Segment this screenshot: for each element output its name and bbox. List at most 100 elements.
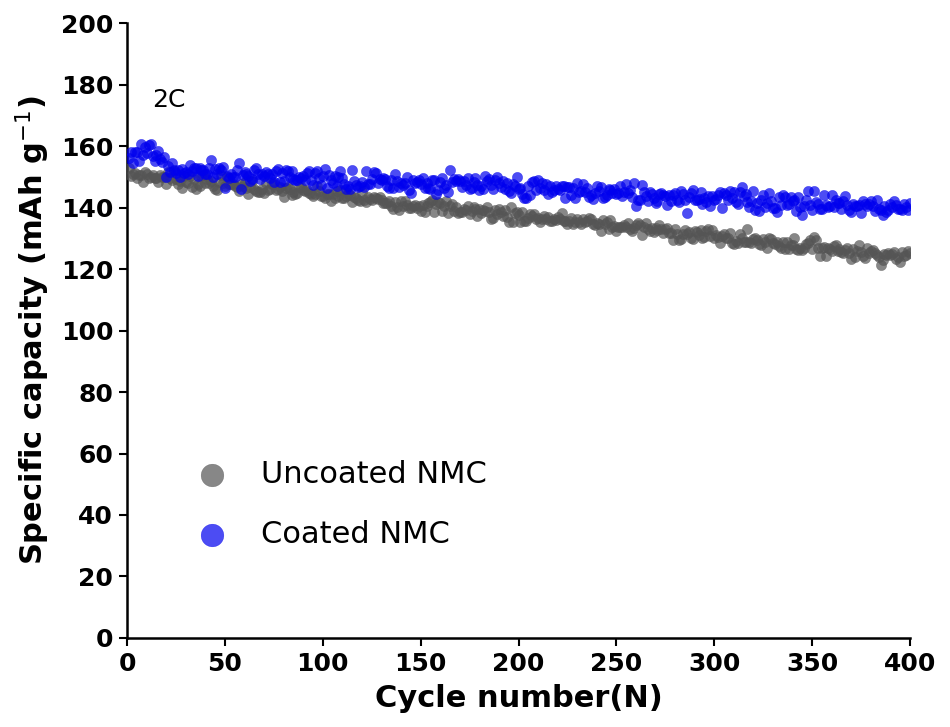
Uncoated NMC [656,228,671,239]
Coated NMC [196,164,211,176]
Uncoated NMC [364,194,379,206]
Uncoated NMC [517,215,532,227]
Uncoated NMC [746,233,761,245]
Coated NMC [499,177,514,189]
Uncoated NMC [421,197,436,209]
Coated NMC [731,198,746,209]
Coated NMC [818,199,833,211]
Uncoated NMC [334,193,350,204]
Uncoated NMC [519,215,534,227]
Coated NMC [339,183,354,195]
Uncoated NMC [563,212,579,224]
Coated NMC [374,174,390,185]
Uncoated NMC [376,198,391,209]
Coated NMC [354,176,370,188]
Uncoated NMC [635,229,650,241]
Coated NMC [310,165,325,177]
Uncoated NMC [428,198,444,209]
Coated NMC [133,138,148,150]
Uncoated NMC [694,233,710,244]
Coated NMC [683,188,698,199]
Coated NMC [425,174,440,185]
Coated NMC [502,185,517,197]
Coated NMC [278,164,294,176]
Coated NMC [654,188,669,199]
Uncoated NMC [626,222,641,233]
Coated NMC [668,188,683,199]
Uncoated NMC [153,169,168,181]
Uncoated NMC [871,252,886,263]
Coated NMC [881,204,896,215]
Coated NMC [897,198,912,209]
Uncoated NMC [867,247,883,259]
Coated NMC [358,165,373,177]
Uncoated NMC [489,208,504,220]
Coated NMC [329,180,344,191]
Coated NMC [262,172,277,184]
Legend: Uncoated NMC, Coated NMC: Uncoated NMC, Coated NMC [181,460,486,549]
Coated NMC [245,174,260,185]
Uncoated NMC [186,173,201,185]
Uncoated NMC [578,216,593,228]
Uncoated NMC [687,225,702,236]
Uncoated NMC [881,247,896,259]
Coated NMC [550,183,565,195]
Uncoated NMC [734,232,750,244]
Coated NMC [526,174,542,186]
Coated NMC [343,183,358,195]
Uncoated NMC [180,177,196,189]
Uncoated NMC [419,201,434,212]
Coated NMC [260,169,276,180]
Uncoated NMC [450,207,465,219]
Coated NMC [744,195,759,206]
Coated NMC [638,190,654,201]
Uncoated NMC [384,200,399,212]
Uncoated NMC [807,231,822,243]
Coated NMC [437,182,452,193]
Coated NMC [583,189,598,201]
Coated NMC [247,164,262,176]
Coated NMC [401,184,416,196]
Coated NMC [314,179,329,190]
Uncoated NMC [597,219,612,230]
Coated NMC [462,183,477,195]
Coated NMC [541,188,556,200]
Coated NMC [297,174,313,186]
Coated NMC [135,149,150,161]
Uncoated NMC [368,193,383,204]
Uncoated NMC [210,184,225,196]
Coated NMC [517,193,532,204]
Coated NMC [840,199,855,211]
Uncoated NMC [744,237,759,249]
Uncoated NMC [329,185,344,196]
Coated NMC [145,150,161,162]
Uncoated NMC [467,203,483,214]
Coated NMC [888,199,903,211]
Uncoated NMC [205,180,220,191]
Coated NMC [312,172,327,184]
Coated NMC [258,166,274,177]
Uncoated NMC [258,177,274,189]
Coated NMC [360,178,375,190]
Uncoated NMC [842,246,857,258]
Coated NMC [605,187,620,198]
Coated NMC [268,165,283,177]
Coated NMC [478,169,493,181]
Coated NMC [539,178,554,190]
Uncoated NMC [703,230,718,241]
Uncoated NMC [528,213,543,225]
Uncoated NMC [650,225,665,236]
Coated NMC [603,185,618,196]
Coated NMC [581,191,597,203]
Uncoated NMC [245,175,260,187]
Coated NMC [810,198,826,210]
Uncoated NMC [360,191,375,203]
Uncoated NMC [888,253,903,265]
Uncoated NMC [875,254,890,265]
Uncoated NMC [681,226,696,238]
Uncoated NMC [157,171,172,182]
Coated NMC [574,185,589,197]
Coated NMC [315,170,331,182]
Coated NMC [640,196,656,207]
Coated NMC [830,197,846,209]
